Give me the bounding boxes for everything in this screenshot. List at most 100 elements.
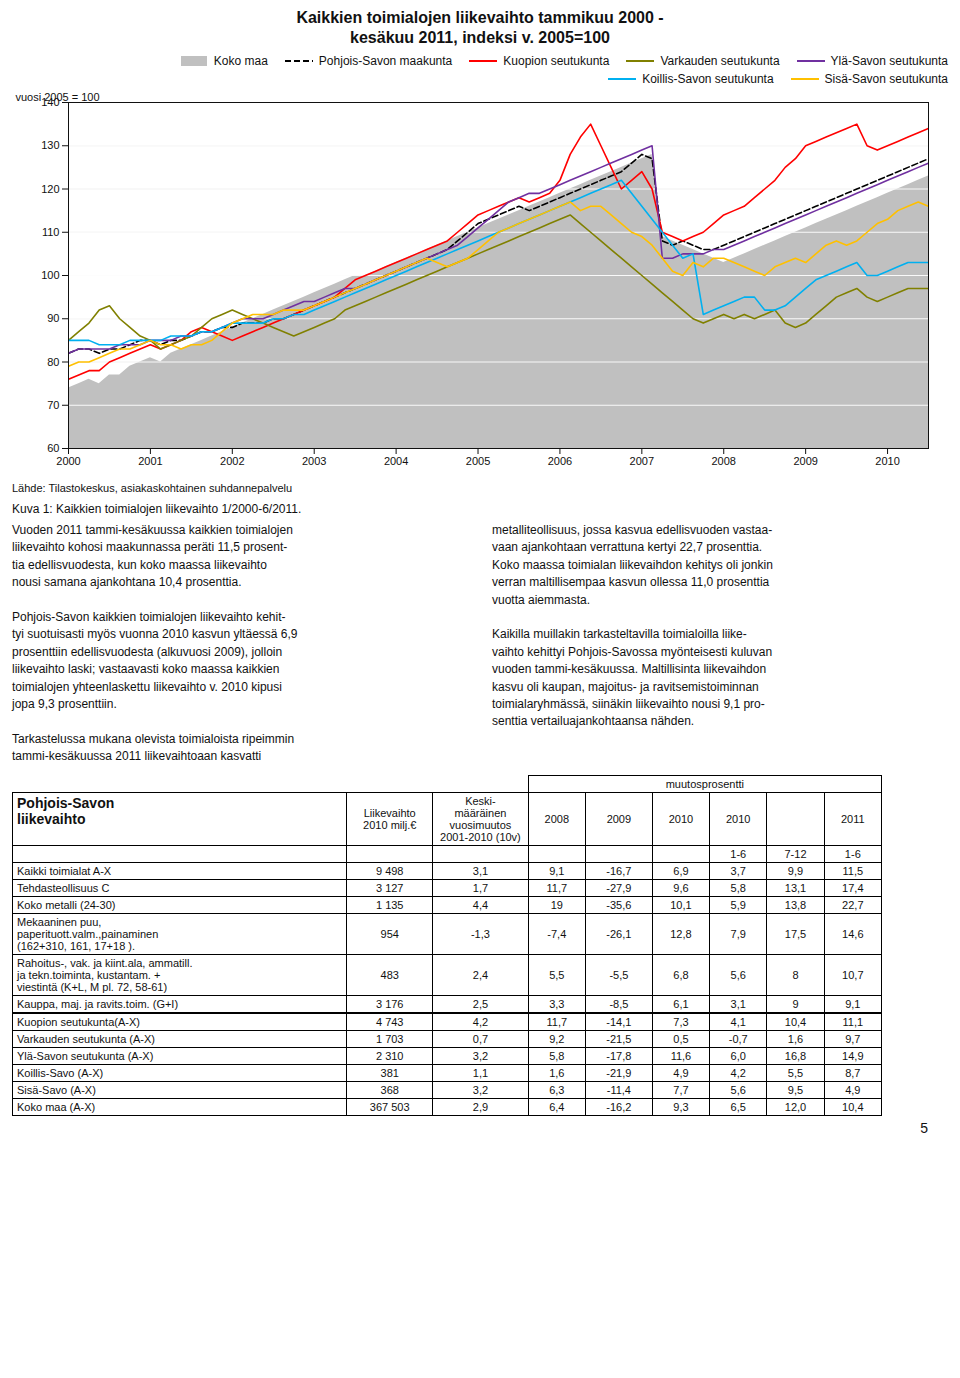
html-text:5,8: 5,8: [730, 882, 746, 895]
html-text:7-12: 7-12: [784, 848, 807, 861]
html-text:Vuoden 2011 tammi-kesäkuussa k: Vuoden 2011 tammi-kesäkuussa kaikkien to…: [12, 523, 298, 764]
html-text:Varkauden seutukunta: Varkauden seutukunta: [660, 54, 780, 68]
html-text:17,4: 17,4: [842, 882, 864, 895]
html-text:4,4: 4,4: [472, 899, 489, 912]
html-text:2,5: 2,5: [472, 998, 489, 1011]
html-text:13,8: 13,8: [784, 899, 807, 912]
html-text:10,1: 10,1: [670, 899, 692, 912]
svg-text:2007: 2007: [630, 455, 654, 467]
html-text:11,7: 11,7: [546, 882, 568, 895]
html-text:-16,7: -16,7: [606, 865, 632, 878]
html-text:-14,1: -14,1: [606, 1016, 632, 1029]
svg-text:2000: 2000: [56, 455, 80, 467]
html-text:5,5: 5,5: [549, 969, 565, 982]
html-text:4,2: 4,2: [472, 1016, 489, 1029]
html-text:Koillis-Savon seutukunta: Koillis-Savon seutukunta: [642, 72, 774, 86]
html-text:4 743: 4 743: [376, 1016, 404, 1029]
html-text:6,8: 6,8: [673, 969, 689, 982]
svg-text:130: 130: [41, 139, 59, 151]
html-text:Kaikki toimialat A-X: Kaikki toimialat A-X: [17, 865, 112, 878]
html-text:2,4: 2,4: [472, 969, 489, 982]
html-text:-7,4: -7,4: [547, 928, 567, 941]
html-text:Liikevaihto 2010 milj.€: Liikevaihto 2010 milj.€: [363, 807, 417, 832]
html-text:3 127: 3 127: [376, 882, 404, 895]
svg-text:2009: 2009: [793, 455, 817, 467]
svg-text:2006: 2006: [548, 455, 572, 467]
html-text:19: 19: [550, 899, 563, 912]
html-text:13,1: 13,1: [784, 882, 807, 895]
svg-text:2001: 2001: [138, 455, 162, 467]
html-text:Sisä-Savon seutukunta: Sisä-Savon seutukunta: [824, 72, 948, 86]
html-text:Tehdasteollisuus C: Tehdasteollisuus C: [17, 882, 110, 895]
html-text:2008: 2008: [544, 813, 569, 826]
html-text:1 135: 1 135: [376, 899, 404, 912]
html-text:9,6: 9,6: [673, 882, 689, 895]
html-text:Mekaaninen puu, paperituott.va: Mekaaninen puu, paperituott.valm.,painam…: [17, 916, 159, 953]
svg-text:80: 80: [47, 356, 59, 368]
html-text:7,9: 7,9: [730, 928, 746, 941]
html-text:1,7: 1,7: [472, 882, 489, 895]
html-text:9,9: 9,9: [787, 865, 804, 878]
svg-text:70: 70: [47, 399, 59, 411]
html-text:3 176: 3 176: [376, 998, 404, 1011]
html-text:-5,5: -5,5: [609, 969, 629, 982]
html-text:9 498: 9 498: [376, 865, 404, 878]
html-text:5,9: 5,9: [730, 899, 746, 912]
html-text:17,5: 17,5: [784, 928, 807, 941]
html-text:1-6: 1-6: [730, 848, 747, 861]
html-text:-27,9: -27,9: [606, 882, 632, 895]
html-text:Rahoitus-, vak. ja kiint.ala,: Rahoitus-, vak. ja kiint.ala, ammatill. …: [17, 957, 193, 994]
html-text:Koko metalli (24-30): Koko metalli (24-30): [17, 899, 116, 912]
html-text:14,6: 14,6: [842, 928, 864, 941]
html-text:Kauppa, maj. ja ravits.toim. (: Kauppa, maj. ja ravits.toim. (G+I): [17, 998, 179, 1011]
html-text:3,3: 3,3: [549, 998, 565, 1011]
html-text:9,1: 9,1: [549, 865, 565, 878]
html-text:483: 483: [380, 969, 399, 982]
html-text:Keski- määräinen vuosimuutos 2: Keski- määräinen vuosimuutos 2001-2010 (…: [440, 795, 521, 844]
html-text:6,9: 6,9: [673, 865, 689, 878]
html-text:2011: 2011: [841, 813, 865, 826]
html-text:12,8: 12,8: [670, 928, 692, 941]
svg-text:2010: 2010: [875, 455, 899, 467]
html-text:-35,6: -35,6: [606, 899, 632, 912]
svg-text:60: 60: [47, 442, 59, 454]
svg-text:2005: 2005: [466, 455, 490, 467]
html-text:5,6: 5,6: [730, 969, 746, 982]
html-text:Pohjois-Savon maakunta: Pohjois-Savon maakunta: [318, 54, 453, 68]
html-text:9,1: 9,1: [845, 998, 861, 1011]
svg-text:110: 110: [42, 226, 60, 238]
html-text:Kuopion seutukunta: Kuopion seutukunta: [503, 54, 610, 68]
html-text:Ylä-Savon seutukunta: Ylä-Savon seutukunta: [830, 54, 948, 68]
html-text:Kaikkien toimialojen liikevaih: Kaikkien toimialojen liikevaihto tammiku…: [296, 9, 664, 46]
html-text:11,7: 11,7: [546, 1016, 568, 1029]
svg-text:vuosi 2005 = 100: vuosi 2005 = 100: [16, 91, 100, 103]
svg-text:90: 90: [47, 312, 59, 324]
html-text:Koko maa: Koko maa: [213, 54, 268, 68]
svg-text:100: 100: [41, 269, 59, 281]
svg-text:2003: 2003: [302, 455, 326, 467]
html-text:-8,5: -8,5: [609, 998, 629, 1011]
html-text:3,1: 3,1: [730, 998, 746, 1011]
html-text:Kuva 1: Kaikkien toimialojen l: Kuva 1: Kaikkien toimialojen liikevaihto…: [12, 502, 302, 516]
html-text:1-6: 1-6: [844, 848, 861, 861]
svg-text:2002: 2002: [220, 455, 244, 467]
html-text:Pohjois-Savon liikevaihto: Pohjois-Savon liikevaihto: [17, 795, 115, 828]
html-text:22,7: 22,7: [842, 899, 864, 912]
html-text:2010: 2010: [726, 813, 751, 826]
html-text:6,1: 6,1: [673, 998, 689, 1011]
svg-text:2008: 2008: [711, 455, 735, 467]
html-text:3,7: 3,7: [730, 865, 746, 878]
html-text:Kuopion seutukunta(A-X): Kuopion seutukunta(A-X): [17, 1016, 140, 1029]
html-text:954: 954: [380, 928, 399, 941]
svg-text:2004: 2004: [384, 455, 408, 467]
html-text:2010: 2010: [668, 813, 694, 826]
html-text:-1,3: -1,3: [470, 928, 490, 941]
html-text:3,1: 3,1: [472, 865, 489, 878]
svg-text:120: 120: [41, 183, 59, 195]
html-text:metalliteollisuus, jossa kasvu: metalliteollisuus, jossa kasvua edellisv…: [492, 523, 773, 729]
html-text:2009: 2009: [606, 813, 632, 826]
html-text:11,5: 11,5: [842, 865, 864, 878]
html-text:10,7: 10,7: [842, 969, 864, 982]
html-text:muutosprosentti: muutosprosentti: [665, 778, 744, 791]
html-text:-26,1: -26,1: [606, 928, 632, 941]
